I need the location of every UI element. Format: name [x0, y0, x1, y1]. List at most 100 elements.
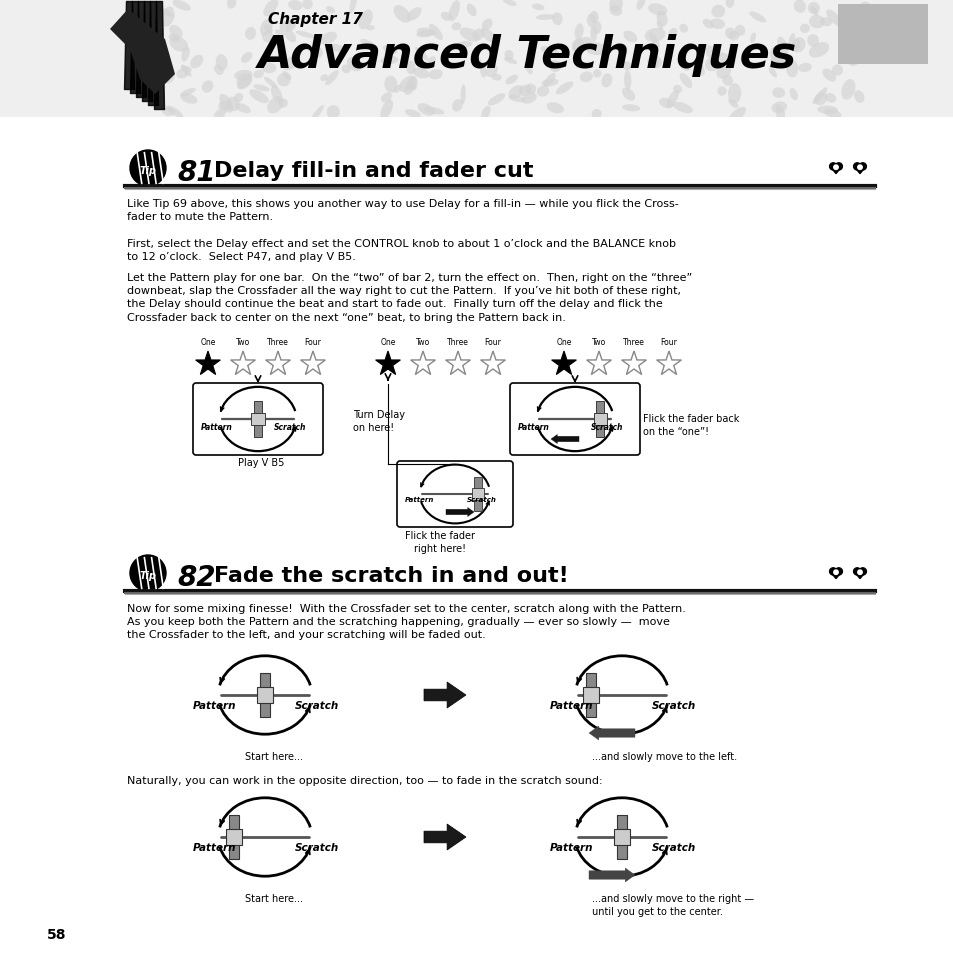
Ellipse shape: [717, 88, 726, 96]
Ellipse shape: [769, 48, 782, 68]
Ellipse shape: [274, 30, 285, 37]
Ellipse shape: [799, 25, 809, 34]
Circle shape: [853, 568, 860, 576]
Ellipse shape: [571, 38, 591, 53]
Text: Like Tip 69 above, this shows you another way to use Delay for a fill-in — while: Like Tip 69 above, this shows you anothe…: [127, 199, 678, 222]
Ellipse shape: [227, 0, 236, 10]
Circle shape: [829, 164, 836, 171]
Ellipse shape: [166, 107, 183, 118]
Polygon shape: [656, 352, 680, 375]
Ellipse shape: [279, 22, 291, 32]
Ellipse shape: [621, 89, 635, 102]
Ellipse shape: [521, 93, 537, 105]
Bar: [585, 673, 596, 718]
Ellipse shape: [716, 66, 730, 80]
Ellipse shape: [666, 91, 679, 109]
Ellipse shape: [227, 97, 239, 112]
Ellipse shape: [253, 71, 263, 79]
Ellipse shape: [694, 63, 704, 76]
Ellipse shape: [771, 102, 786, 114]
Ellipse shape: [406, 62, 415, 75]
Text: Let the Pattern play for one bar.  On the “two” of bar 2, turn the effect on.  T: Let the Pattern play for one bar. On the…: [127, 273, 692, 322]
Ellipse shape: [407, 78, 417, 90]
Text: Three: Three: [622, 337, 644, 347]
Ellipse shape: [579, 72, 592, 83]
Text: Four: Four: [659, 337, 677, 347]
Polygon shape: [853, 167, 865, 174]
Ellipse shape: [262, 31, 274, 43]
Ellipse shape: [822, 110, 841, 119]
Ellipse shape: [215, 55, 228, 71]
Ellipse shape: [481, 19, 492, 31]
Text: Scratch: Scratch: [590, 422, 622, 432]
Ellipse shape: [190, 55, 203, 70]
Text: Pattern: Pattern: [193, 700, 236, 710]
Ellipse shape: [808, 43, 828, 58]
Ellipse shape: [241, 53, 252, 64]
Polygon shape: [480, 352, 505, 375]
Ellipse shape: [536, 15, 555, 21]
Ellipse shape: [380, 100, 393, 120]
Ellipse shape: [413, 69, 429, 79]
Ellipse shape: [649, 57, 661, 70]
Text: Scratch: Scratch: [294, 700, 339, 710]
Ellipse shape: [455, 42, 472, 50]
Ellipse shape: [850, 8, 863, 22]
Ellipse shape: [264, 77, 277, 90]
Ellipse shape: [347, 58, 362, 72]
Ellipse shape: [261, 64, 276, 74]
Ellipse shape: [181, 48, 190, 63]
Bar: [253, 401, 262, 438]
Ellipse shape: [717, 53, 731, 65]
Ellipse shape: [164, 71, 174, 84]
Ellipse shape: [479, 67, 486, 78]
Ellipse shape: [181, 66, 192, 77]
Bar: [614, 829, 629, 845]
Bar: [617, 815, 626, 860]
Ellipse shape: [328, 45, 346, 52]
Text: Scratch: Scratch: [651, 700, 696, 710]
Polygon shape: [423, 682, 465, 708]
Ellipse shape: [170, 37, 188, 52]
Ellipse shape: [556, 83, 573, 95]
Ellipse shape: [508, 96, 525, 103]
Text: Chapter 17: Chapter 17: [268, 12, 362, 27]
Ellipse shape: [543, 73, 555, 88]
Ellipse shape: [591, 110, 601, 119]
Ellipse shape: [677, 58, 690, 71]
Text: One: One: [200, 337, 215, 347]
Bar: [252, 414, 264, 426]
Text: Pattern: Pattern: [201, 422, 233, 432]
Bar: [582, 687, 598, 703]
Ellipse shape: [508, 86, 523, 100]
Text: Tip: Tip: [139, 571, 156, 580]
Ellipse shape: [584, 43, 605, 56]
Ellipse shape: [724, 29, 735, 40]
Ellipse shape: [770, 56, 791, 69]
Text: Pattern: Pattern: [517, 422, 549, 432]
Ellipse shape: [234, 71, 253, 81]
Ellipse shape: [429, 25, 442, 41]
Ellipse shape: [416, 29, 433, 37]
Circle shape: [834, 164, 841, 171]
Bar: [229, 815, 239, 860]
Ellipse shape: [788, 34, 795, 47]
Ellipse shape: [810, 8, 818, 17]
Ellipse shape: [358, 10, 373, 30]
Text: Now for some mixing finesse!  With the Crossfader set to the center, scratch alo: Now for some mixing finesse! With the Cr…: [127, 603, 685, 639]
Ellipse shape: [748, 12, 765, 24]
Ellipse shape: [552, 13, 562, 26]
Ellipse shape: [517, 86, 531, 97]
Text: ...and slowly move to the right —
until you get to the center.: ...and slowly move to the right — until …: [592, 893, 753, 916]
Text: Naturally, you can work in the opposite direction, too — to fade in the scratch : Naturally, you can work in the opposite …: [127, 775, 602, 785]
Text: Delay fill-in and fader cut: Delay fill-in and fader cut: [213, 161, 533, 181]
Ellipse shape: [704, 59, 718, 72]
Ellipse shape: [775, 105, 784, 123]
Polygon shape: [375, 352, 400, 375]
Ellipse shape: [525, 85, 536, 95]
Ellipse shape: [820, 18, 831, 28]
Ellipse shape: [648, 33, 659, 49]
Ellipse shape: [668, 29, 677, 39]
Ellipse shape: [286, 19, 295, 32]
Ellipse shape: [491, 74, 501, 81]
